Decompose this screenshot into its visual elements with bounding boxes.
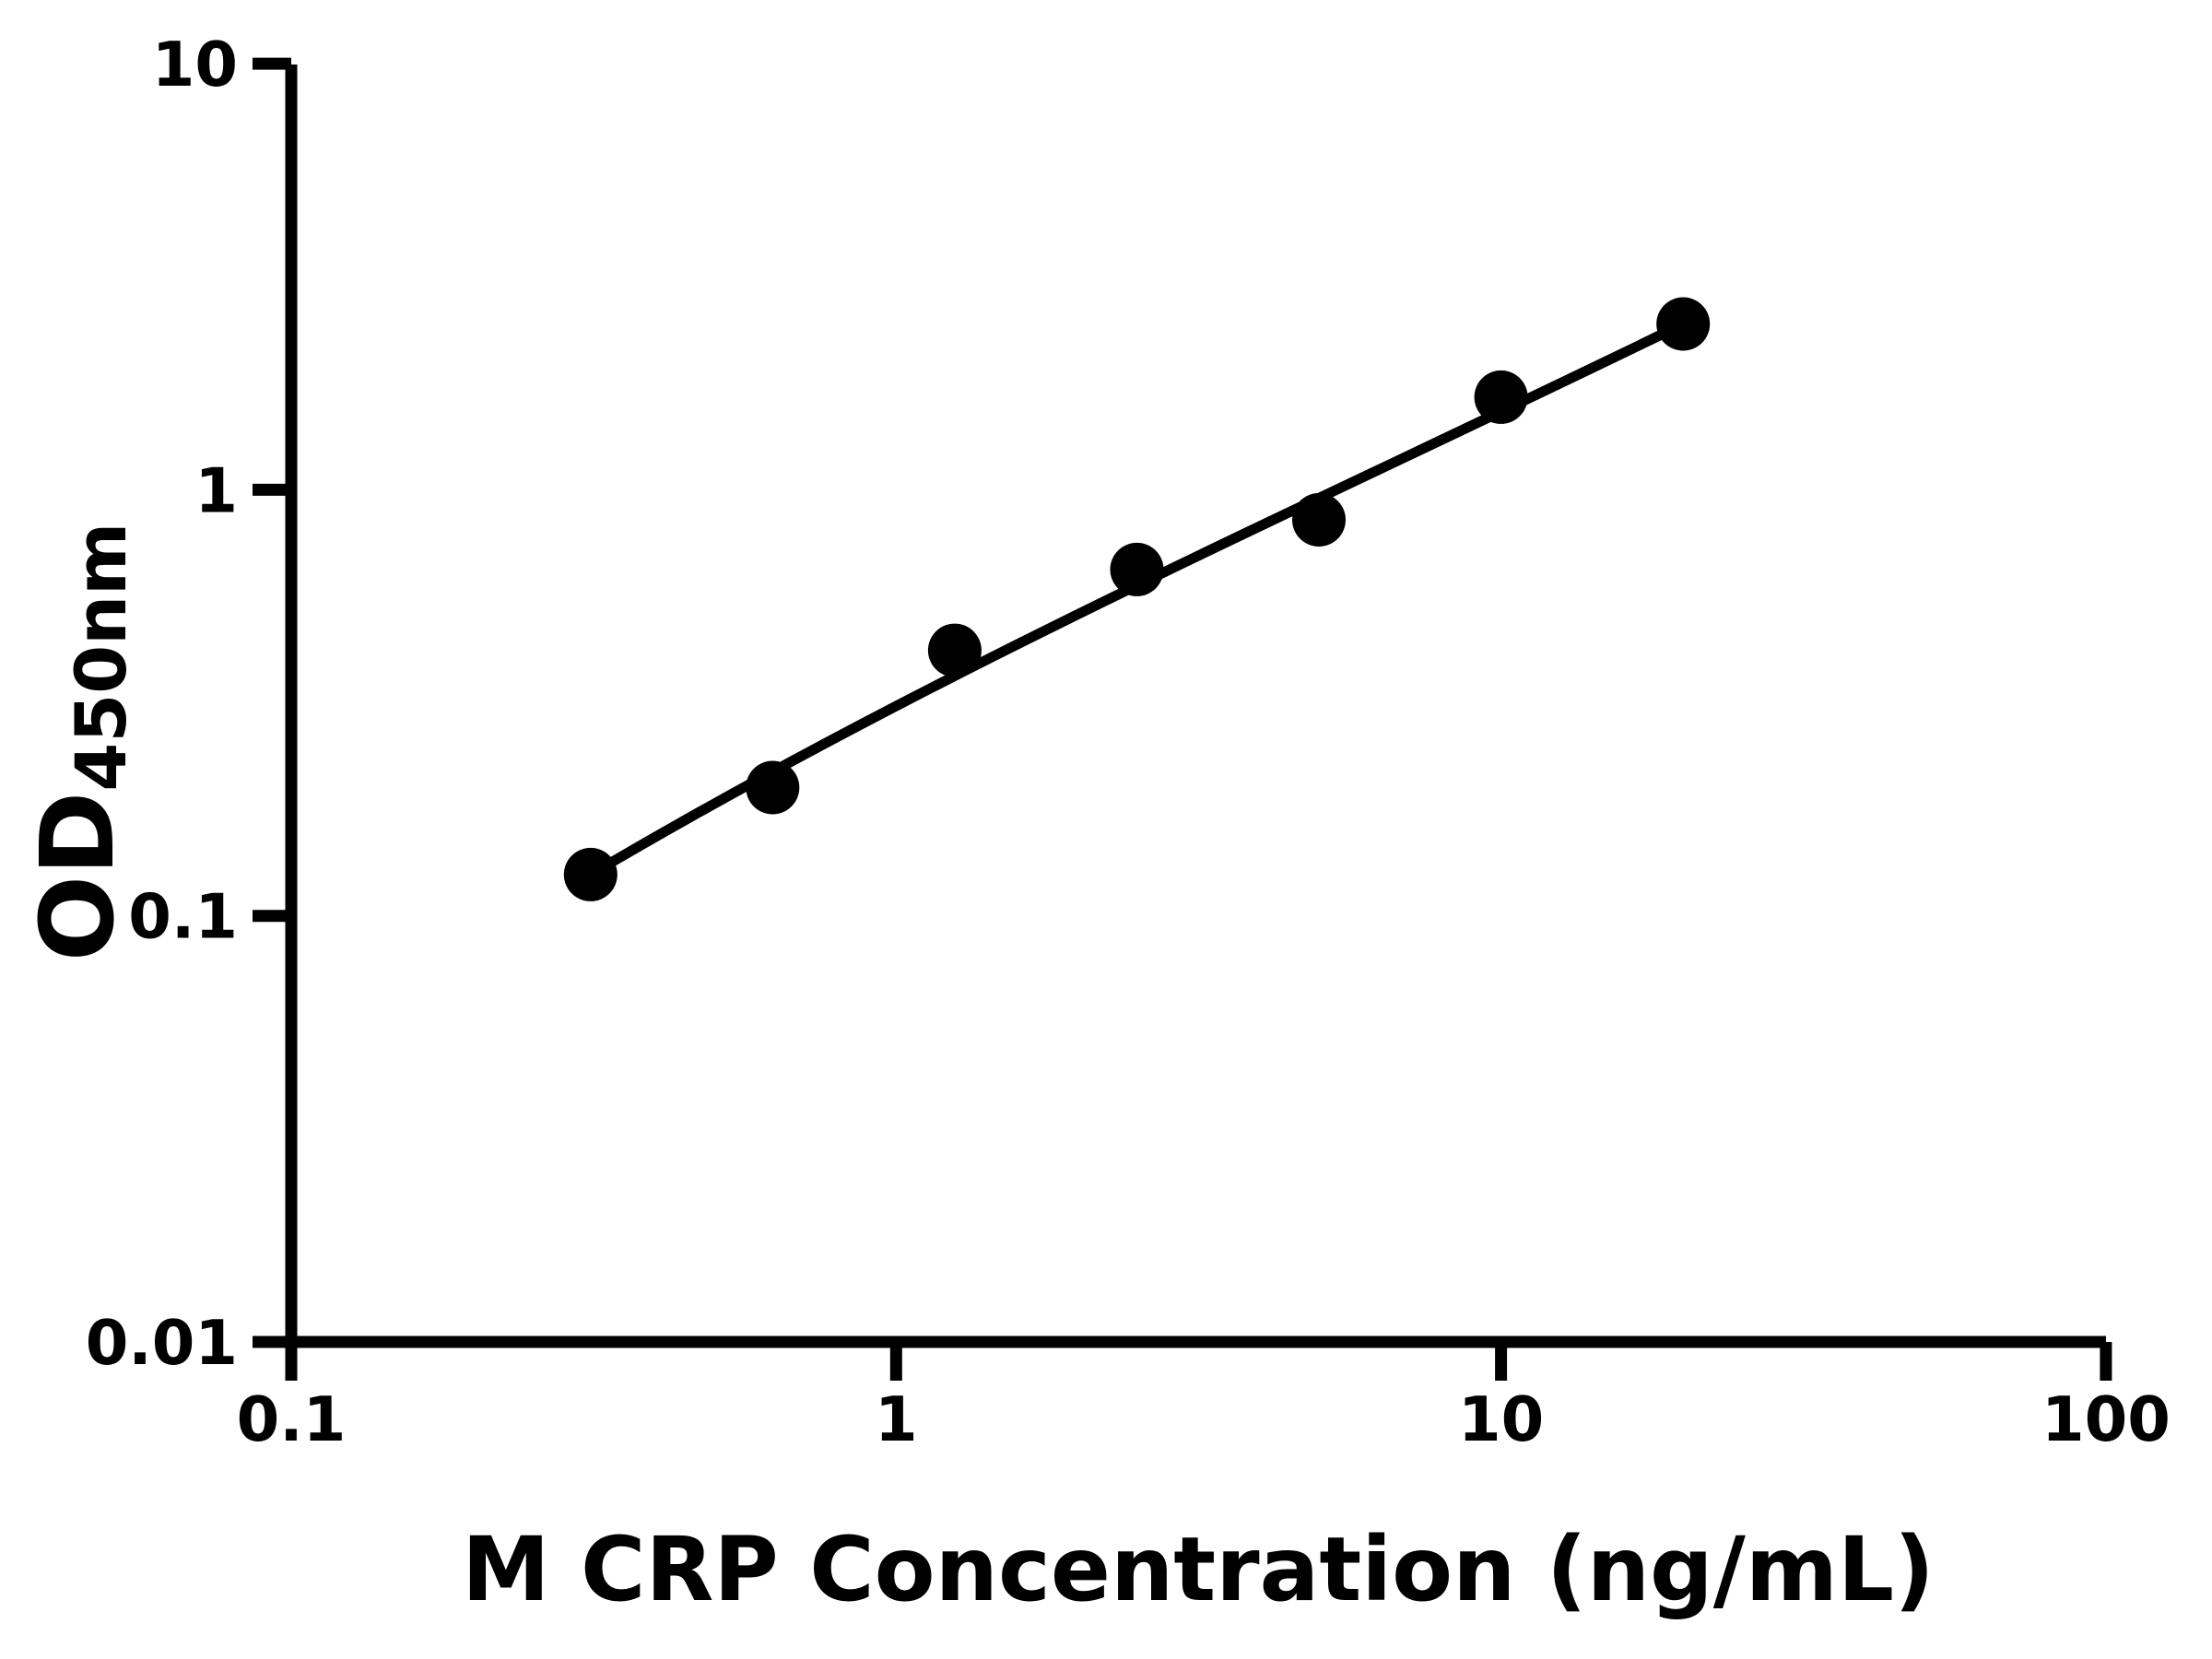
data-points-group (563, 297, 1711, 901)
axis-ticks (253, 57, 2112, 1381)
y-axis-title: OD450nm (18, 523, 142, 962)
data-point (563, 847, 618, 901)
data-point (927, 623, 982, 677)
y-tick-label: 10 (152, 29, 238, 100)
data-point (1292, 493, 1346, 547)
x-axis-title: M CRP Concentration (ng/mL) (462, 1518, 1935, 1621)
data-point (1656, 297, 1711, 351)
x-tick-label: 1 (875, 1383, 918, 1455)
y-tick-label: 0.1 (128, 881, 238, 953)
data-point (1110, 542, 1164, 596)
data-point (1474, 370, 1528, 424)
data-point (746, 760, 800, 815)
x-tick-label: 100 (2041, 1383, 2171, 1455)
x-tick-label: 10 (1458, 1383, 1544, 1455)
axes (253, 65, 2106, 1381)
y-axis-title-subscript: 450nm (60, 523, 142, 792)
x-tick-label: 0.1 (237, 1383, 347, 1455)
y-tick-label: 1 (194, 454, 238, 526)
y-tick-label: 0.01 (86, 1307, 238, 1379)
y-axis-title-main: OD (18, 792, 136, 962)
